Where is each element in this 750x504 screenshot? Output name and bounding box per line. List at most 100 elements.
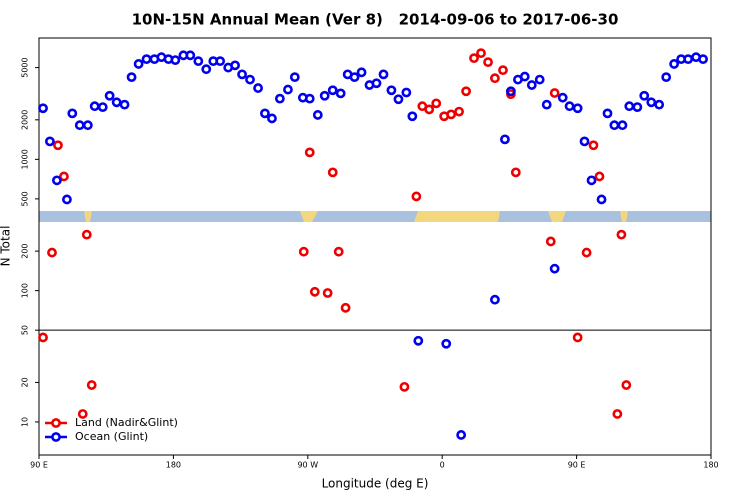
point [612, 409, 623, 419]
point [616, 229, 627, 240]
point [38, 332, 48, 343]
point [201, 64, 212, 75]
point [399, 381, 410, 392]
point [505, 86, 516, 97]
point [82, 120, 93, 131]
point [646, 97, 657, 108]
point [335, 88, 346, 99]
point [476, 48, 486, 59]
point [572, 332, 583, 343]
point [454, 106, 464, 117]
point [411, 191, 422, 202]
point [253, 83, 263, 93]
point [424, 104, 435, 115]
point [62, 194, 72, 205]
point [67, 108, 78, 119]
legend-marker [51, 432, 61, 442]
y-tick-label: 100 [21, 283, 30, 298]
y-tick-label: 200 [21, 243, 30, 258]
point [340, 302, 351, 313]
point [53, 140, 63, 151]
point [327, 85, 338, 96]
point [639, 90, 650, 101]
y-tick-label: 5000 [21, 57, 30, 77]
point [541, 99, 552, 110]
point [333, 246, 344, 257]
point [47, 247, 57, 258]
point [327, 167, 338, 178]
point [510, 167, 521, 178]
point [119, 99, 130, 110]
point [77, 409, 88, 419]
point [289, 72, 300, 83]
point [170, 55, 181, 66]
point [309, 286, 320, 297]
point [483, 57, 493, 68]
point [526, 80, 537, 90]
point [260, 108, 270, 119]
point [319, 90, 330, 101]
point [654, 99, 665, 110]
point [534, 74, 545, 85]
point [215, 56, 226, 67]
point [490, 73, 500, 84]
point [632, 102, 643, 113]
y-tick-label: 500 [21, 191, 30, 206]
point [401, 87, 412, 98]
point [81, 229, 92, 240]
y-axis-label: N Total [0, 226, 13, 267]
point [407, 111, 418, 122]
point [185, 50, 196, 61]
y-tick-label: 10 [21, 417, 30, 427]
point [393, 94, 404, 105]
point [572, 103, 583, 114]
point [500, 134, 510, 145]
y-tick-label: 2000 [21, 110, 30, 130]
point [588, 140, 599, 151]
point [245, 74, 255, 85]
land-strip [84, 211, 628, 222]
point [461, 86, 471, 97]
x-tick-label: 90 E [30, 461, 48, 470]
point [237, 69, 247, 80]
legend-label: Ocean (Glint) [75, 430, 148, 443]
point [304, 147, 315, 158]
point [446, 109, 457, 120]
point [413, 335, 424, 346]
point [602, 108, 613, 119]
plot-frame [38, 37, 712, 456]
point [97, 102, 108, 113]
point [431, 98, 442, 109]
point [581, 247, 592, 258]
point [193, 56, 204, 67]
point [661, 72, 672, 83]
point [617, 120, 628, 131]
point [586, 175, 597, 186]
y-tick-label: 1000 [21, 149, 30, 169]
point [564, 101, 575, 112]
point [267, 113, 277, 124]
point [59, 171, 69, 182]
point [378, 69, 389, 80]
x-tick-label: 180 [166, 461, 181, 470]
point [557, 92, 568, 103]
chart-title: 10N-15N Annual Mean (Ver 8) 2014-09-06 t… [132, 11, 619, 29]
point [111, 97, 122, 108]
point [519, 71, 530, 82]
point [133, 59, 144, 69]
point [322, 288, 333, 298]
point [356, 67, 367, 78]
point [490, 294, 500, 305]
point [283, 84, 293, 95]
point [579, 136, 590, 147]
point [469, 53, 479, 64]
x-axis-label: Longitude (deg E) [322, 477, 429, 491]
point [596, 194, 607, 205]
point [230, 60, 240, 71]
legend-marker [51, 418, 61, 428]
point [594, 171, 605, 182]
point [371, 78, 382, 89]
y-tick-label: 20 [21, 377, 30, 387]
ocean-strip [39, 211, 711, 222]
